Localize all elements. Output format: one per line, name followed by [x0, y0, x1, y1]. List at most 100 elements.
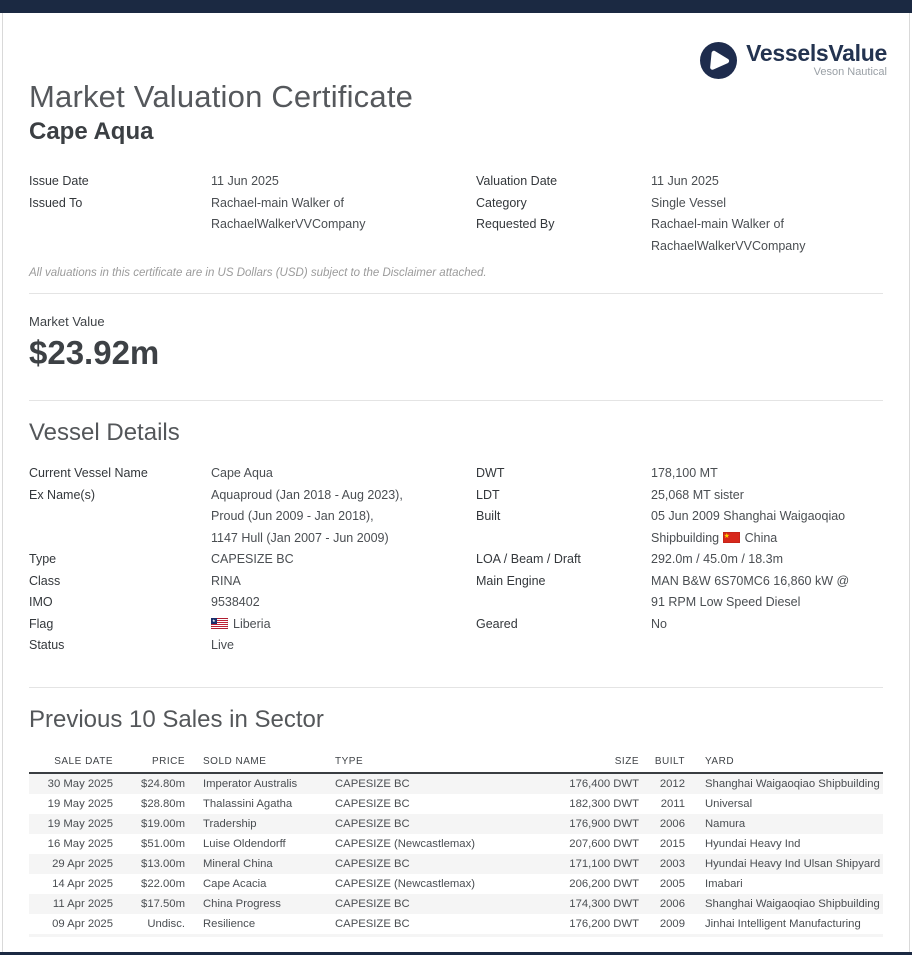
built-cell: 2003 [659, 857, 685, 870]
detail-row: Main Engine MAN B&W 6S70MC6 16,860 kW @ 9… [476, 571, 883, 614]
details-column-right: DWT 178,100 MT LDT 25,068 MT sister Built 05 … [476, 463, 883, 635]
sold-name-cell: Imperator Australis [203, 777, 298, 790]
detail-label: Geared [476, 616, 518, 631]
detail-row: Valuation Date 11 Jun 2025 [476, 171, 883, 193]
detail-row: Ex Name(s) Aquaproud (Jan 2018 - Aug 2023… [29, 485, 476, 550]
detail-row: LDT 25,068 MT sister [476, 485, 883, 507]
sold-name-cell: Tradership [203, 817, 257, 830]
detail-value: Liberia [211, 614, 476, 636]
type-cell: CAPESIZE BC [335, 857, 410, 870]
detail-row: Current Vessel Name Cape Aqua [29, 463, 476, 485]
details-column-left: Current Vessel Name Cape Aqua Ex Name(s) Aq… [29, 463, 476, 657]
column-header-price: PRICE [119, 751, 191, 774]
detail-label: Status [29, 638, 65, 652]
detail-row: Geared No [476, 614, 883, 636]
sold-name-cell: China Progress [203, 897, 281, 910]
detail-value: 11 Jun 2025 [211, 174, 279, 188]
sale-date-cell: 29 Apr 2025 [52, 857, 113, 870]
detail-label: Built [476, 509, 501, 523]
detail-value: 178,100 MT [651, 466, 718, 480]
yard-cell: Shanghai Waigaoqiao Shipbuilding [705, 777, 880, 790]
table-row: 29 Apr 2025 $13.00m Mineral China CAPESIZE … [29, 853, 883, 874]
market-value-amount: $23.92m [29, 334, 160, 371]
divider [29, 686, 883, 688]
detail-label: LDT [476, 487, 500, 502]
price-cell: $28.80m [141, 797, 185, 810]
detail-row: IMO 9538402 [29, 592, 476, 614]
detail-row: Issue Date 11 Jun 2025 [29, 171, 476, 193]
built-cell: 2006 [659, 897, 685, 910]
yard-cell: Imabari [705, 877, 743, 890]
table-row: 11 Apr 2025 $17.50m China Progress CAPESIZE… [29, 893, 883, 914]
page-bottom-bar [0, 952, 912, 955]
sale-date-cell: 11 Apr 2025 [52, 897, 113, 910]
detail-label: Current Vessel Name [29, 466, 148, 480]
detail-row: DWT 178,100 MT [476, 463, 883, 485]
sale-date-cell: 30 May 2025 [47, 777, 113, 790]
type-cell: CAPESIZE BC [335, 917, 410, 930]
sold-name-cell: Cape Acacia [203, 877, 267, 890]
brand-name: VesselsValue [746, 40, 887, 66]
detail-value: Rachael-main Walker of RachaelWalkerVVCo… [651, 217, 806, 253]
table-row: 16 May 2025 $51.00m Luise Oldendorff CAPESI… [29, 834, 883, 854]
size-cell: 176,900 DWT [569, 817, 639, 830]
type-cell: CAPESIZE BC [335, 897, 410, 910]
detail-value: Rachael-main Walker of RachaelWalkerVVCo… [211, 195, 366, 232]
detail-label: DWT [476, 466, 505, 480]
detail-value: 11 Jun 2025 [651, 174, 719, 188]
column-header-yard: YARD [691, 751, 883, 774]
type-cell: CAPESIZE BC [335, 797, 410, 810]
detail-row: Requested By Rachael-main Walker of Racha… [476, 214, 883, 257]
detail-row: Class RINA [29, 571, 476, 593]
brand-tagline: Veson Nautical [813, 66, 887, 78]
table-header-row: SALE DATE PRICE SOLD NAME TYPE SIZE BUILT YARD [29, 751, 883, 774]
type-cell: CAPESIZE (Newcastlemax) [335, 837, 475, 850]
meta-column-left: Issue Date 11 Jun 2025 Issued To Rachael-ma… [29, 171, 476, 257]
size-cell: 176,400 DWT [569, 777, 639, 790]
liberia-flag-icon [211, 617, 228, 629]
vessel-details: Current Vessel Name Cape Aqua Ex Name(s) Aq… [29, 463, 883, 657]
detail-value: No [651, 616, 667, 631]
vessel-name-heading: Cape Aqua [29, 118, 154, 145]
price-cell: $22.00m [141, 877, 185, 890]
sale-date-cell: 19 May 2025 [47, 797, 113, 810]
size-cell: 207,600 DWT [569, 837, 639, 850]
yard-cell: Hyundai Heavy Ind [705, 837, 801, 850]
column-header-sold-name: SOLD NAME [191, 751, 329, 774]
market-value-label: Market Value [29, 314, 105, 329]
built-cell: 2015 [659, 837, 685, 850]
certificate-meta: Issue Date 11 Jun 2025 Issued To Rachael-ma… [29, 171, 883, 257]
detail-value: 292.0m / 45.0m / 18.3m [651, 552, 784, 566]
vessel-details-title: Vessel Details [29, 419, 180, 446]
divider [29, 293, 883, 294]
previous-sales-table: SALE DATE PRICE SOLD NAME TYPE SIZE BUILT YARD… [29, 751, 883, 934]
detail-label: Ex Name(s) [29, 487, 95, 502]
yard-cell: Shanghai Waigaoqiao Shipbuilding [705, 897, 880, 910]
yard-cell: Hyundai Heavy Ind Ulsan Shipyard [705, 857, 881, 870]
detail-row: LOA / Beam / Draft 292.0m / 45.0m / 18.3m [476, 549, 883, 571]
table-row: 30 May 2025 $24.80m Imperator Australis CAP… [29, 772, 883, 794]
detail-value: 9538402 [211, 595, 260, 609]
table-row: 19 May 2025 $28.80m Thalassini Agatha CAPES… [29, 794, 883, 814]
detail-label: Flag [29, 616, 54, 631]
type-cell: CAPESIZE BC [335, 817, 410, 830]
detail-value: RINA [211, 573, 241, 588]
detail-row: Category Single Vessel [476, 193, 883, 215]
table-row: 14 Apr 2025 $22.00m Cape Acacia CAPESIZE (N… [29, 874, 883, 894]
sold-name-cell: Resilience [203, 917, 256, 930]
sale-date-cell: 16 May 2025 [47, 837, 113, 850]
vesselsvalue-logo: VesselsValue Veson Nautical [700, 40, 887, 79]
detail-label: Issue Date [29, 174, 89, 188]
detail-label: Issued To [29, 195, 83, 210]
price-cell: $17.50m [141, 897, 185, 910]
detail-label: Class [29, 573, 61, 588]
yard-cell: Universal [705, 797, 753, 810]
detail-value: CAPESIZE BC [211, 552, 294, 566]
page-top-bar [0, 0, 912, 13]
table-row: 19 May 2025 $19.00m Tradership CAPESIZE BC 1… [29, 813, 883, 834]
certificate-title: Market Valuation Certificate [29, 79, 414, 114]
price-cell: $24.80m [141, 777, 185, 790]
detail-label: Type [29, 552, 57, 566]
detail-row: Status Live [29, 635, 476, 657]
detail-value: Aquaproud (Jan 2018 - Aug 2023), Proud (… [211, 487, 403, 545]
